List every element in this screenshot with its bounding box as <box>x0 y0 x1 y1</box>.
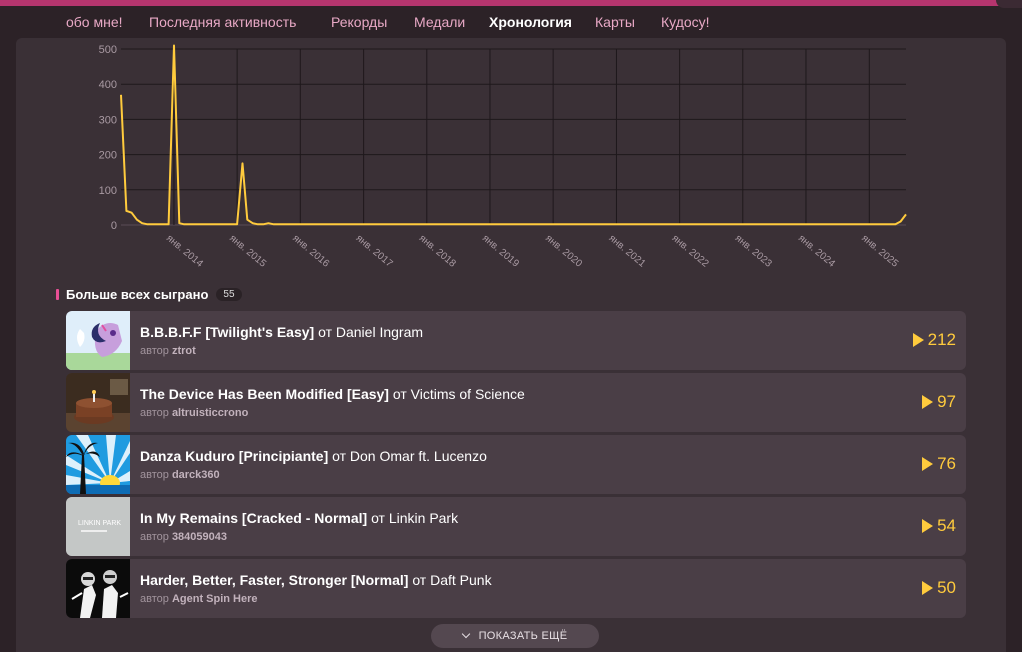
beatmap-thumbnail[interactable]: LINKIN PARK <box>66 497 130 556</box>
artist-name: Daft Punk <box>430 572 492 588</box>
top-accent-bar <box>0 0 1022 6</box>
beatmap-thumbnail[interactable] <box>66 435 130 494</box>
x-tick-label: янв. 2020 <box>543 233 584 270</box>
most-played-header: Больше всех сыграно 55 <box>56 286 242 302</box>
author-label: автор <box>140 345 169 357</box>
by-label: от <box>412 572 427 588</box>
section-title: Больше всех сыграно <box>66 286 209 302</box>
chevron-down-icon <box>461 629 470 639</box>
x-tick-label: янв. 2021 <box>607 233 648 270</box>
x-tick-label: янв. 2022 <box>670 233 711 270</box>
play-history-chart: 0 100 200 300 400 500 янв. 2014 янв. 2015 янв. 2… <box>99 44 907 270</box>
y-tick-label: 500 <box>99 44 117 56</box>
mapper-line: автор ztrot <box>140 345 196 357</box>
author-label: автор <box>140 531 169 543</box>
track-title-line[interactable]: Danza Kuduro [Principiante] от Don Omar … <box>140 448 487 464</box>
by-label: от <box>332 448 347 464</box>
show-more-label: ПОКАЗАТЬ ЕЩЁ <box>478 630 568 642</box>
section-count-badge: 55 <box>216 287 242 301</box>
x-tick-label: янв. 2017 <box>354 233 395 270</box>
mapper-line: автор Agent Spin Here <box>140 593 258 605</box>
section-accent <box>56 288 59 300</box>
mapper-name[interactable]: ztrot <box>171 345 196 357</box>
track-title-line[interactable]: In My Remains [Cracked - Normal] от Link… <box>140 510 458 526</box>
by-label: от <box>318 324 332 340</box>
play-count-value: 54 <box>937 516 956 535</box>
play-count: 212 <box>912 330 956 350</box>
x-tick-label: янв. 2014 <box>164 233 205 270</box>
play-icon <box>922 457 934 471</box>
y-tick-label: 300 <box>99 114 117 126</box>
thumbnail-logo-text: LINKIN PARK <box>78 520 121 527</box>
y-tick-label: 200 <box>99 150 117 162</box>
beatmap-thumbnail[interactable] <box>66 559 130 618</box>
x-tick-label: янв. 2019 <box>480 233 521 270</box>
play-icon <box>922 519 934 533</box>
author-label: автор <box>140 407 169 419</box>
mapper-line: автор 384059043 <box>140 531 227 543</box>
song-title[interactable]: The Device Has Been Modified [Easy] <box>140 386 389 402</box>
y-tick-label: 100 <box>99 185 117 197</box>
beatmap-thumbnail[interactable] <box>66 311 130 370</box>
artist-name: Don Omar ft. Lucenzo <box>349 448 487 464</box>
tab-medals[interactable]: Медали <box>414 14 466 30</box>
tab-kudosu[interactable]: Кудосу! <box>661 14 710 30</box>
play-count-value: 212 <box>927 330 956 349</box>
tab-history[interactable]: Хронология <box>489 14 572 30</box>
author-label: автор <box>140 469 169 481</box>
track-row[interactable]: B.B.B.F.F [Twilight's Easy] от Daniel In… <box>66 311 966 370</box>
track-row[interactable]: Danza Kuduro [Principiante] от Don Omar … <box>66 435 966 494</box>
song-title[interactable]: Danza Kuduro [Principiante] <box>140 448 329 464</box>
song-title[interactable]: B.B.B.F.F [Twilight's Easy] <box>140 324 315 340</box>
x-tick-label: янв. 2015 <box>227 233 268 270</box>
tab-beatmaps[interactable]: Карты <box>595 14 635 30</box>
x-tick-label: янв. 2024 <box>796 233 837 270</box>
track-row[interactable]: Harder, Better, Faster, Stronger [Normal… <box>66 559 966 618</box>
by-label: от <box>392 386 407 402</box>
mapper-name[interactable]: altruisticcrono <box>171 407 249 419</box>
artist-name: Linkin Park <box>388 510 459 526</box>
song-title[interactable]: In My Remains [Cracked - Normal] <box>140 510 368 526</box>
play-count: 50 <box>922 578 956 598</box>
play-count: 54 <box>922 516 956 536</box>
track-title-line[interactable]: The Device Has Been Modified [Easy] от V… <box>140 386 525 402</box>
beatmap-thumbnail[interactable] <box>66 373 130 432</box>
play-count: 97 <box>922 392 956 412</box>
author-label: автор <box>140 593 169 605</box>
x-tick-label: янв. 2023 <box>733 233 774 270</box>
track-row[interactable]: The Device Has Been Modified [Easy] от V… <box>66 373 966 432</box>
x-tick-label: янв. 2025 <box>859 233 900 270</box>
artist-name: Victims of Science <box>410 386 525 402</box>
play-icon <box>922 581 934 595</box>
artist-name: Daniel Ingram <box>335 324 424 340</box>
series-line <box>120 44 907 226</box>
y-tick-label: 400 <box>99 79 117 91</box>
play-count-value: 50 <box>937 578 956 597</box>
y-tick-label: 0 <box>111 220 117 232</box>
mapper-line: автор darck360 <box>140 469 220 481</box>
x-tick-label: янв. 2016 <box>290 233 331 270</box>
play-count-value: 97 <box>937 392 956 411</box>
x-tick-label: янв. 2018 <box>417 233 458 270</box>
track-title-line[interactable]: B.B.B.F.F [Twilight's Easy] от Daniel In… <box>140 324 423 340</box>
mapper-name[interactable]: Agent Spin Here <box>171 593 258 605</box>
tab-recent-activity[interactable]: Последняя активность <box>149 14 297 30</box>
play-icon <box>912 333 924 347</box>
mapper-name[interactable]: 384059043 <box>171 531 227 543</box>
profile-nav: обо мне! Последняя активность Рекорды Ме… <box>0 6 1022 38</box>
window-corner <box>996 0 1022 8</box>
track-title-line[interactable]: Harder, Better, Faster, Stronger [Normal… <box>140 572 492 588</box>
song-title[interactable]: Harder, Better, Faster, Stronger [Normal… <box>140 572 409 588</box>
play-icon <box>922 395 934 409</box>
show-more-button[interactable]: ПОКАЗАТЬ ЕЩЁ <box>431 624 599 648</box>
track-row[interactable]: LINKIN PARK In My Remains [Cracked - Nor… <box>66 497 966 556</box>
tab-about[interactable]: обо мне! <box>66 14 123 30</box>
mapper-line: автор altruisticcrono <box>140 407 248 419</box>
by-label: от <box>371 510 385 526</box>
play-count: 76 <box>922 454 956 474</box>
mapper-name[interactable]: darck360 <box>171 469 220 481</box>
tab-records[interactable]: Рекорды <box>331 14 388 30</box>
play-count-value: 76 <box>937 454 956 473</box>
